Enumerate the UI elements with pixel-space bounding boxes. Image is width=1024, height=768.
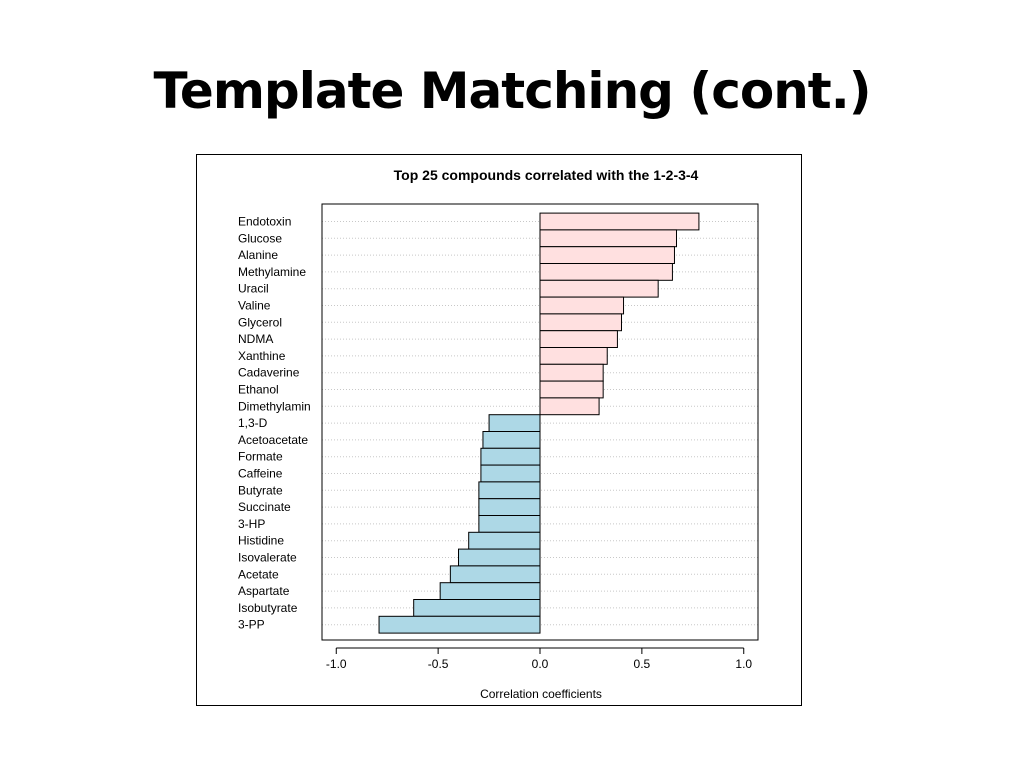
x-tick-label: 0.0 xyxy=(532,657,549,671)
bar-glycerol xyxy=(539,313,622,332)
chart-frame: Top 25 compounds correlated with the 1-2… xyxy=(196,154,802,706)
x-axis: -1.0 -0.5 0.0 0.5 1.0 xyxy=(326,647,752,671)
bar-xanthine xyxy=(539,347,608,365)
category-label: Histidine xyxy=(238,534,284,548)
bar-butyrate xyxy=(478,481,541,500)
category-label: NDMA xyxy=(238,332,273,346)
bar-dimethylamin xyxy=(539,397,600,416)
category-label: Acetate xyxy=(238,567,279,581)
slide-title: Template Matching (cont.) xyxy=(153,62,871,120)
bar-ndma xyxy=(539,330,618,348)
category-label: Dimethylamin xyxy=(238,399,311,413)
bar-ethanol xyxy=(539,380,604,399)
bars xyxy=(378,212,700,634)
x-tick-label: -0.5 xyxy=(428,657,449,671)
bar-3-hp xyxy=(478,515,541,533)
category-label: Butyrate xyxy=(238,483,283,497)
category-label: Ethanol xyxy=(238,383,279,397)
category-label: Uracil xyxy=(238,282,269,296)
bar-uracil xyxy=(539,279,659,298)
bar-alanine xyxy=(539,246,675,264)
category-label: Methylamine xyxy=(238,265,306,279)
category-label: 1,3-D xyxy=(238,416,268,430)
category-label: Endotoxin xyxy=(238,215,291,229)
plot-box xyxy=(321,203,759,641)
category-label: Isovalerate xyxy=(238,551,297,565)
grid-lines xyxy=(322,221,758,626)
bar-chart: Top 25 compounds correlated with the 1-2… xyxy=(238,167,759,701)
category-labels: Endotoxin Glucose Alanine Methylamine Uracil… xyxy=(238,215,311,632)
category-label: 3-PP xyxy=(238,618,265,632)
category-label: Succinate xyxy=(238,500,291,514)
bar-methylamine xyxy=(539,263,673,281)
bar-valine xyxy=(539,296,625,315)
category-label: Glucose xyxy=(238,231,282,245)
x-tick-label: -1.0 xyxy=(326,657,347,671)
bar-1-3-d xyxy=(488,414,541,433)
category-label: Acetoacetate xyxy=(238,433,308,447)
bar-endotoxin xyxy=(539,212,700,231)
bar-histidine xyxy=(468,531,541,550)
x-tick-label: 0.5 xyxy=(634,657,651,671)
category-label: Formate xyxy=(238,450,283,464)
bar-cadaverine xyxy=(539,363,604,382)
x-tick-label: 1.0 xyxy=(735,657,752,671)
category-label: Isobutyrate xyxy=(238,601,298,615)
category-label: Aspartate xyxy=(238,584,290,598)
bar-3-pp xyxy=(378,615,541,634)
category-label: Valine xyxy=(238,299,271,313)
bar-isovalerate xyxy=(458,548,541,567)
bar-succinate xyxy=(478,498,541,517)
category-label: Cadaverine xyxy=(238,366,300,380)
category-label: Glycerol xyxy=(238,315,282,329)
bar-caffeine xyxy=(480,464,541,483)
category-label: 3-HP xyxy=(238,517,265,531)
category-label: Caffeine xyxy=(238,467,283,481)
bar-glucose xyxy=(539,229,678,248)
bar-acetoacetate xyxy=(482,431,541,449)
chart-title: Top 25 compounds correlated with the 1-2… xyxy=(394,167,699,183)
bar-aspartate xyxy=(439,582,541,601)
bar-acetate xyxy=(449,565,541,584)
bar-formate xyxy=(480,447,541,466)
category-label: Alanine xyxy=(238,248,278,262)
category-label: Xanthine xyxy=(238,349,286,363)
x-axis-label: Correlation coefficients xyxy=(480,687,602,701)
bar-isobutyrate xyxy=(413,599,541,617)
